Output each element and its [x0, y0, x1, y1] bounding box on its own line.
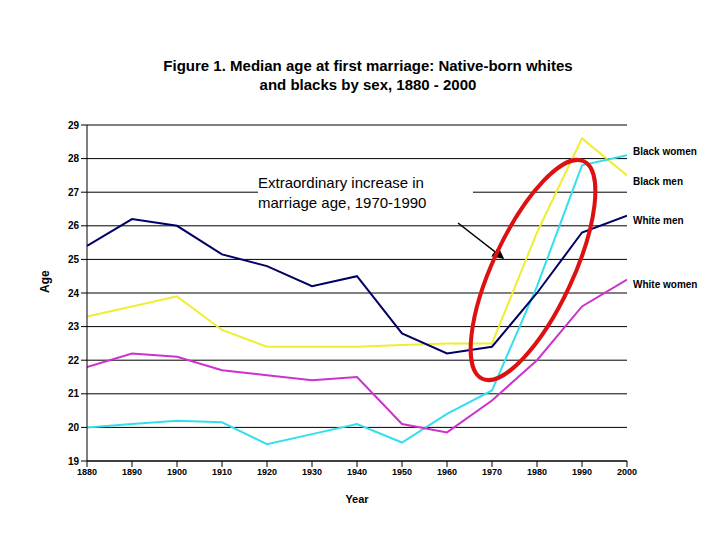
svg-text:29: 29 [68, 120, 80, 131]
svg-text:26: 26 [68, 220, 80, 231]
svg-text:1890: 1890 [122, 467, 142, 477]
svg-text:20: 20 [68, 422, 80, 433]
svg-text:1920: 1920 [257, 467, 277, 477]
svg-text:1900: 1900 [167, 467, 187, 477]
svg-text:24: 24 [68, 288, 80, 299]
svg-text:27: 27 [68, 187, 80, 198]
svg-text:19: 19 [68, 456, 80, 467]
svg-text:21: 21 [68, 388, 80, 399]
svg-text:White men: White men [633, 215, 684, 226]
svg-text:1970: 1970 [482, 467, 502, 477]
svg-text:Age: Age [38, 270, 52, 293]
svg-text:Year: Year [345, 493, 369, 505]
svg-text:Black men: Black men [633, 176, 683, 187]
svg-text:25: 25 [68, 254, 80, 265]
svg-text:1930: 1930 [302, 467, 322, 477]
svg-text:1990: 1990 [572, 467, 592, 477]
svg-text:1910: 1910 [212, 467, 232, 477]
svg-text:1950: 1950 [392, 467, 412, 477]
svg-text:White women: White women [633, 279, 697, 290]
svg-text:28: 28 [68, 153, 80, 164]
svg-text:2000: 2000 [617, 467, 637, 477]
svg-text:22: 22 [68, 355, 80, 366]
svg-text:1980: 1980 [527, 467, 547, 477]
svg-text:1880: 1880 [77, 467, 97, 477]
svg-text:23: 23 [68, 321, 80, 332]
html-text:Figure 1. Median age at first: Figure 1. Median age at first marriage: … [163, 57, 573, 93]
svg-text:Black women: Black women [633, 146, 697, 157]
svg-text:1960: 1960 [437, 467, 457, 477]
svg-text:1940: 1940 [347, 467, 367, 477]
html-text:Extraordinary increase in marr: Extraordinary increase in marriage age, … [258, 174, 427, 211]
